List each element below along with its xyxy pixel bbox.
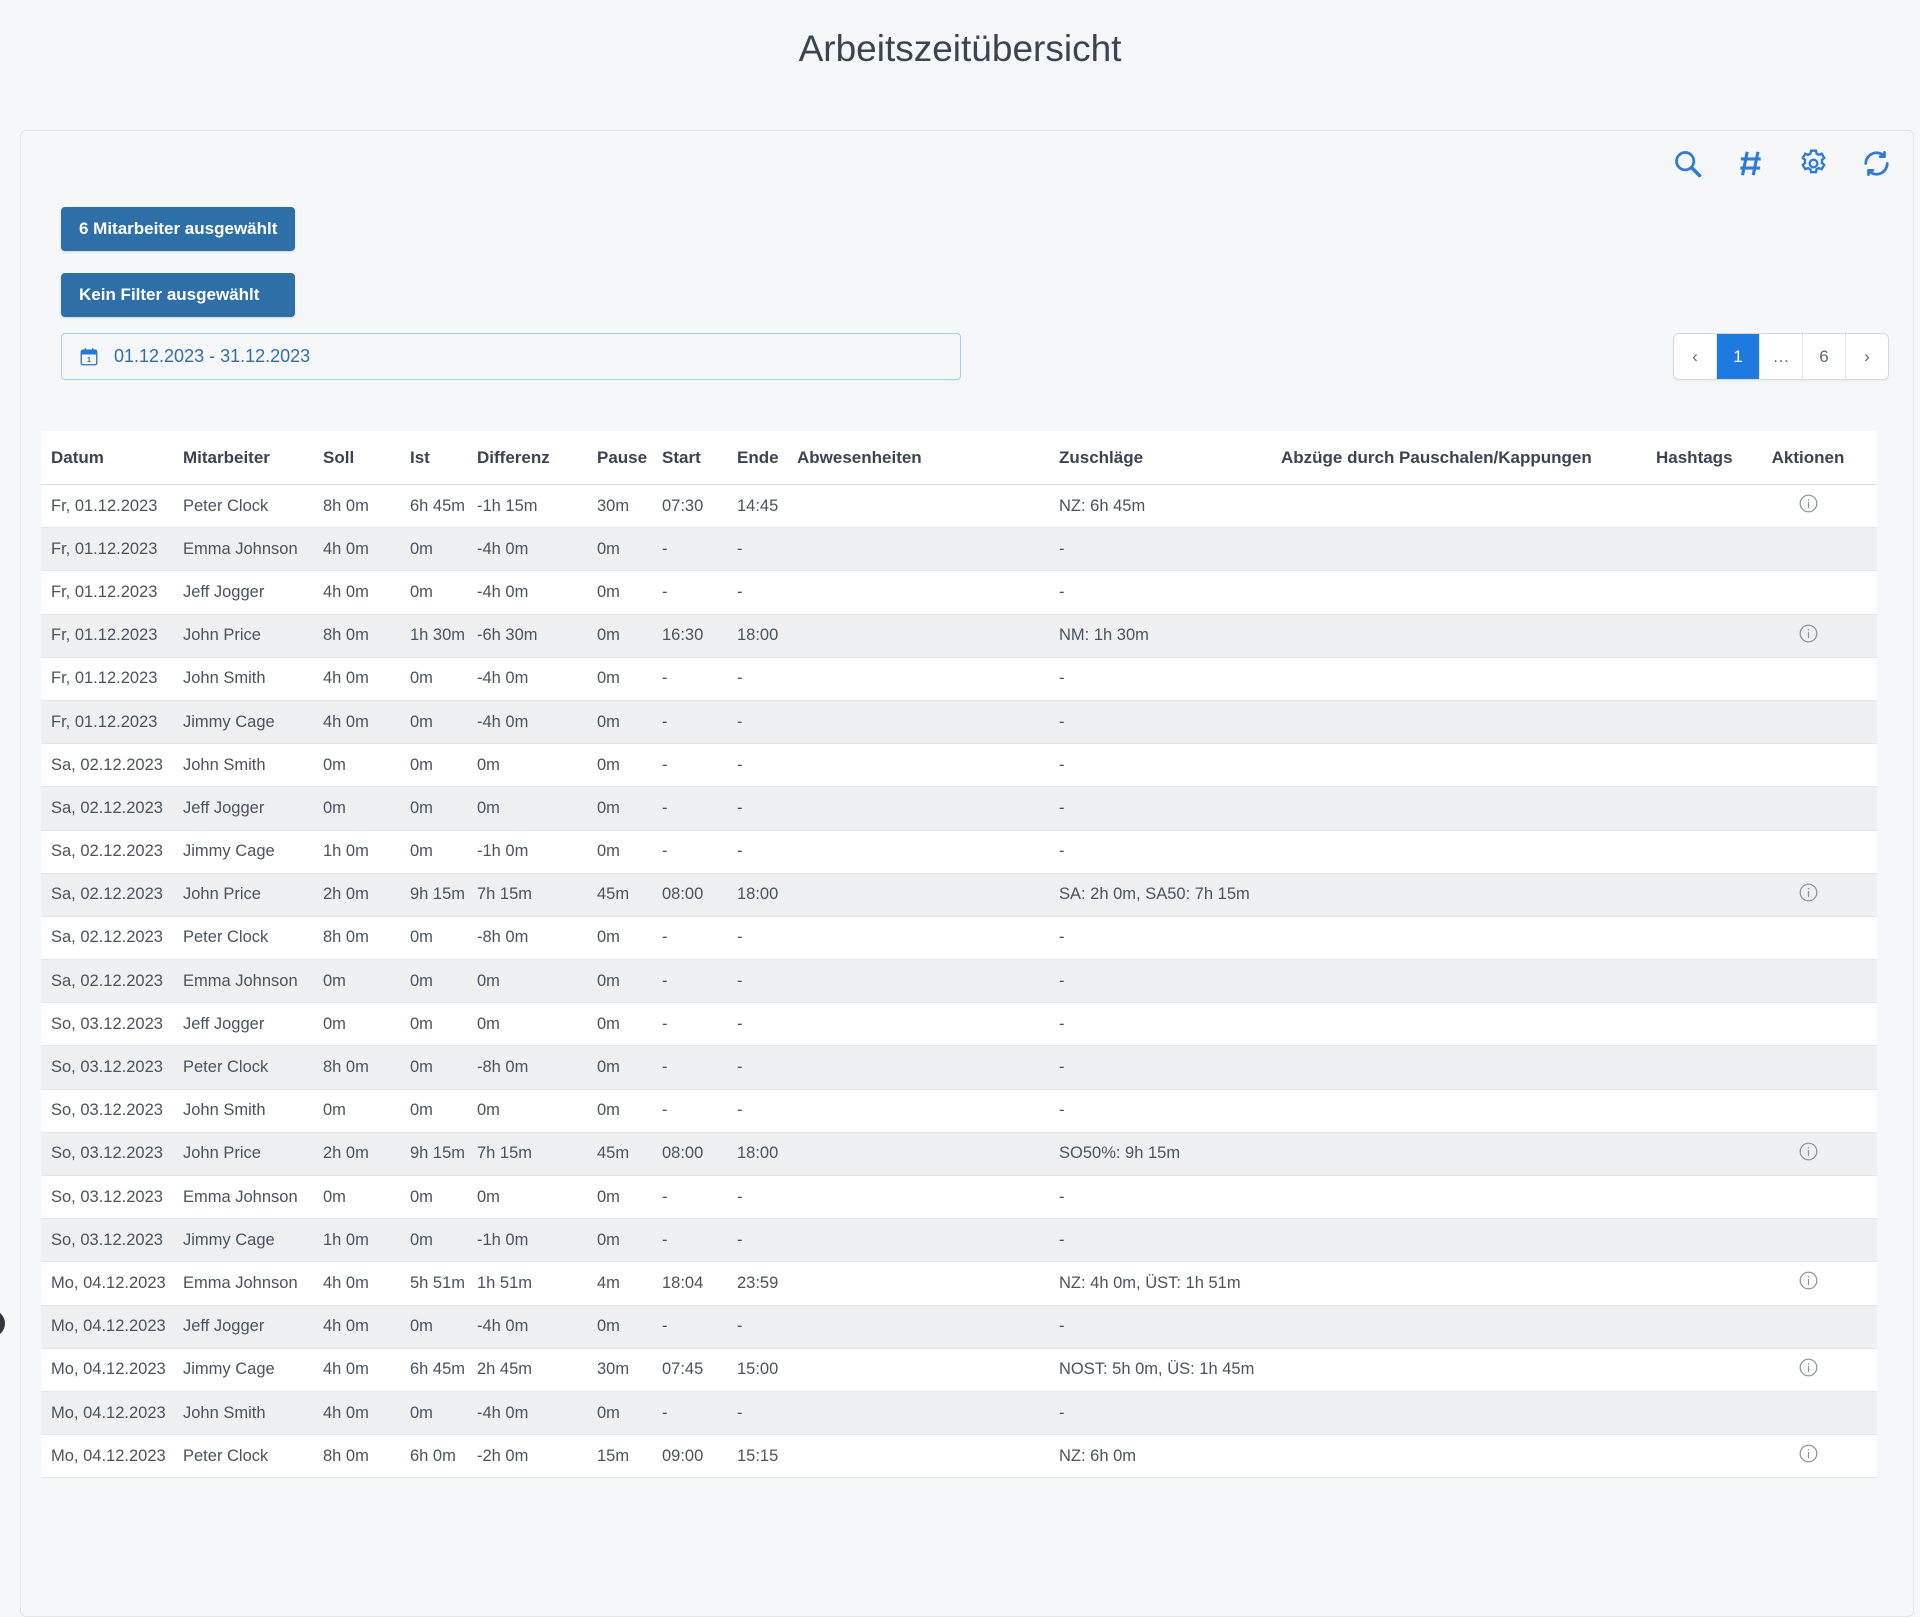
- svg-text:1: 1: [87, 354, 92, 363]
